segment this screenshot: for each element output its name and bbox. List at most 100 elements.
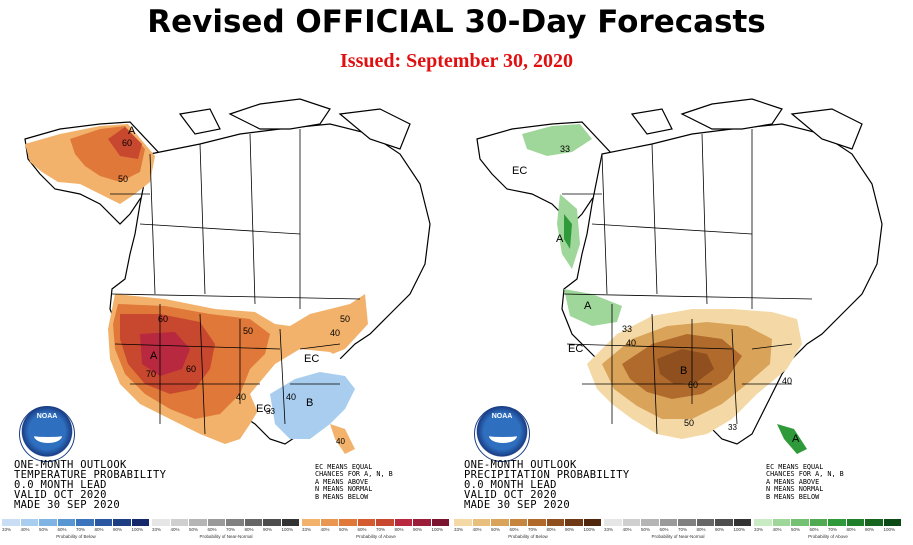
precip-alaska-above-33 — [522, 124, 592, 156]
scale-tick-label: 70% — [528, 527, 538, 532]
scale-temp-above: 33% 40% 50% 60% 70% 80% 90% 100% Probability of… — [302, 519, 450, 545]
scale-temp-normal: 33% 40% 50% 60% 70% 80% 90% 100% Probability of… — [152, 519, 300, 545]
scale-swatch — [733, 519, 752, 526]
scale-tick-label: 70% — [678, 527, 688, 532]
scale-swatch — [357, 519, 376, 526]
scale-precip-above: 33% 40% 50% 60% 70% 80% 90% 100% Probability of… — [754, 519, 902, 545]
precip-label-south-33: 33 — [728, 423, 737, 432]
scale-ticks: 33% 40% 50% 60% 70% 80% 90% 100% — [454, 527, 602, 532]
scale-caption: Probability of Near-Normal — [199, 534, 253, 539]
scale-tick-label: 80% — [244, 527, 254, 532]
temperature-outlook-map: A 60 50 A 70 60 60 50 50 40 40 EC EC B 4… — [0, 94, 452, 518]
scale-tick-label: 33% — [302, 527, 312, 532]
temp-label-southeast-b: B — [306, 397, 313, 409]
scale-temp-below: 33% 40% 50% 60% 70% 80% 90% 100% Probability of… — [2, 519, 150, 545]
scale-swatch — [696, 519, 715, 526]
scale-swatch — [583, 519, 602, 526]
scale-swatches — [454, 519, 602, 526]
scale-swatch — [454, 519, 473, 526]
scale-tick-label: 40% — [20, 527, 30, 532]
scale-swatch — [152, 519, 171, 526]
scale-tick-label: 100% — [733, 527, 746, 532]
scale-swatch — [376, 519, 395, 526]
precip-label-pnw-a: A — [556, 233, 564, 245]
scale-tick-label: 90% — [715, 527, 725, 532]
scale-swatch — [491, 519, 510, 526]
scale-swatch — [846, 519, 865, 526]
temperature-boundaries — [110, 129, 361, 435]
scale-tick-label: 100% — [583, 527, 596, 532]
precip-label-central-60: 60 — [688, 380, 698, 390]
precip-florida-above-40 — [777, 424, 807, 454]
precipitation-boundaries — [562, 129, 813, 435]
scale-tick-label: 50% — [491, 527, 501, 532]
scale-tick-label: 40% — [772, 527, 782, 532]
precipitation-outlook-map: 33 EC A A EC 33 40 B 60 40 50 33 A NOAA … — [452, 94, 904, 518]
scale-swatch — [320, 519, 339, 526]
temp-label-east-50: 50 — [340, 314, 350, 324]
scale-swatch — [131, 519, 150, 526]
precip-label-central-33: 33 — [622, 324, 632, 334]
scale-swatch — [715, 519, 734, 526]
scale-swatch — [509, 519, 528, 526]
scale-ticks: 33% 40% 50% 60% 70% 80% 90% 100% — [754, 527, 902, 532]
precip-label-alaska-33: 33 — [560, 144, 570, 154]
scale-ticks: 33% 40% 50% 60% 70% 80% 90% 100% — [302, 527, 450, 532]
scale-swatch — [528, 519, 547, 526]
scale-swatches — [302, 519, 450, 526]
scale-tick-label: 90% — [865, 527, 875, 532]
scale-swatch — [622, 519, 641, 526]
scale-swatch — [39, 519, 58, 526]
scale-swatch — [189, 519, 208, 526]
scale-swatch — [604, 519, 623, 526]
scale-swatch — [754, 519, 773, 526]
scale-swatch — [94, 519, 113, 526]
temp-label-ec-south: EC — [256, 403, 271, 415]
scale-tick-label: 100% — [883, 527, 896, 532]
scale-tick-label: 50% — [189, 527, 199, 532]
scale-tick-label: 80% — [696, 527, 706, 532]
scale-tick-label: 40% — [472, 527, 482, 532]
scale-swatches — [152, 519, 300, 526]
scale-tick-label: 40% — [320, 527, 330, 532]
precip-pnw-above-40 — [564, 214, 572, 249]
scale-tick-label: 80% — [94, 527, 104, 532]
scale-swatch — [809, 519, 828, 526]
temp-alaska-above-60 — [108, 127, 142, 159]
scale-swatch — [791, 519, 810, 526]
scale-ticks: 33% 40% 50% 60% 70% 80% 90% 100% — [604, 527, 752, 532]
scale-tick-label: 90% — [413, 527, 423, 532]
scale-precip-normal: 33% 40% 50% 60% 70% 80% 90% 100% Probability of… — [604, 519, 752, 545]
scale-tick-label: 50% — [39, 527, 49, 532]
scale-tick-label: 90% — [113, 527, 123, 532]
temp-label-ec-east: EC — [304, 353, 319, 365]
precipitation-map-svg: 33 EC A A EC 33 40 B 60 40 50 33 A — [476, 98, 883, 454]
scale-caption: Probability of Below — [56, 534, 96, 539]
scale-tick-label: 80% — [846, 527, 856, 532]
scale-tick-label: 60% — [659, 527, 669, 532]
scale-swatch — [659, 519, 678, 526]
temp-west-above-70 — [140, 332, 190, 376]
scale-tick-label: 60% — [57, 527, 67, 532]
scale-tick-label: 70% — [76, 527, 86, 532]
precip-label-central-b: B — [680, 365, 687, 377]
temp-label-southeast-33: 33 — [266, 407, 275, 416]
precip-central-below-60 — [657, 349, 714, 384]
scale-tick-label: 90% — [565, 527, 575, 532]
scale-tick-label: 100% — [281, 527, 294, 532]
scale-swatch — [226, 519, 245, 526]
scale-swatches — [754, 519, 902, 526]
temp-label-north-50: 50 — [243, 326, 253, 336]
scale-tick-label: 50% — [339, 527, 349, 532]
precipitation-outlook-info: ONE-MONTH OUTLOOK PRECIPITATION PROBABILI… — [464, 459, 630, 511]
scale-tick-label: 60% — [207, 527, 217, 532]
scale-swatch — [394, 519, 413, 526]
precip-label-east-40: 40 — [782, 376, 792, 386]
precip-label-florida-a: A — [792, 433, 800, 445]
temp-florida-above-33 — [330, 424, 355, 454]
temp-label-east-40: 40 — [330, 328, 340, 338]
precip-label-central-40: 40 — [626, 338, 636, 348]
temp-label-alaska-a: A — [128, 125, 136, 137]
scale-swatch — [339, 519, 358, 526]
